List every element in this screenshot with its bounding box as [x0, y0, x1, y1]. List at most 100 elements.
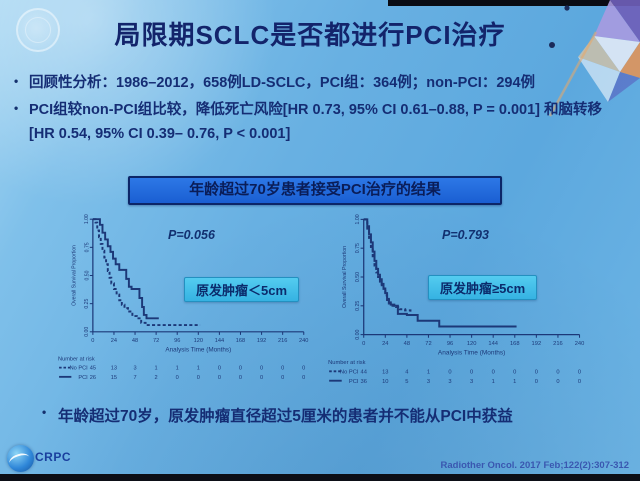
svg-text:0: 0 — [362, 341, 365, 347]
svg-text:0.75: 0.75 — [355, 243, 361, 253]
svg-text:0: 0 — [302, 366, 305, 372]
svg-text:0: 0 — [218, 375, 221, 381]
section-banner: 年龄超过70岁患者接受PCI治疗的结果 — [128, 176, 502, 205]
svg-text:0.50: 0.50 — [84, 270, 90, 280]
svg-text:96: 96 — [174, 338, 180, 344]
svg-text:0: 0 — [535, 369, 538, 375]
svg-text:0: 0 — [176, 375, 179, 381]
polygon-decoration — [548, 0, 640, 117]
svg-text:168: 168 — [236, 338, 245, 344]
svg-text:48: 48 — [132, 338, 138, 344]
svg-text:44: 44 — [361, 369, 368, 375]
p-value-left: P=0.056 — [168, 228, 215, 242]
svg-text:5: 5 — [405, 379, 408, 385]
svg-text:13: 13 — [382, 369, 388, 375]
svg-text:216: 216 — [278, 338, 287, 344]
svg-text:0: 0 — [302, 375, 305, 381]
svg-text:0: 0 — [91, 338, 94, 344]
svg-text:24: 24 — [111, 338, 117, 344]
svg-text:4: 4 — [405, 369, 409, 375]
svg-text:0: 0 — [281, 366, 284, 372]
bullet-item-1: 回顾性分析：1986–2012，658例LD-SCLC，PCI组：364例；no… — [12, 71, 608, 96]
svg-text:Number at risk: Number at risk — [58, 356, 95, 362]
svg-text:Analysis Time (Months): Analysis Time (Months) — [165, 346, 231, 353]
svg-text:0.00: 0.00 — [84, 327, 90, 337]
svg-text:No PCI: No PCI — [70, 366, 89, 372]
svg-text:3: 3 — [470, 379, 473, 385]
svg-text:240: 240 — [299, 338, 308, 344]
svg-text:1: 1 — [197, 366, 200, 372]
svg-text:120: 120 — [467, 341, 477, 347]
svg-text:45: 45 — [90, 366, 96, 372]
bullet-list: 回顾性分析：1986–2012，658例LD-SCLC，PCI组：364例；no… — [12, 71, 608, 149]
svg-text:0: 0 — [260, 366, 263, 372]
svg-text:0.00: 0.00 — [355, 329, 361, 339]
svg-text:0: 0 — [513, 369, 516, 375]
svg-text:1: 1 — [513, 379, 516, 385]
svg-text:7: 7 — [133, 375, 136, 381]
svg-text:120: 120 — [194, 338, 203, 344]
crpc-globe-icon — [7, 445, 34, 472]
svg-text:0: 0 — [448, 369, 451, 375]
svg-text:0: 0 — [218, 366, 221, 372]
svg-text:3: 3 — [448, 379, 451, 385]
km-chart-right-svg: 0 24 48 72 96 120 144 168 192 216 2400.000.250.500… — [328, 214, 585, 385]
svg-text:144: 144 — [215, 338, 224, 344]
km-chart-left-svg: 0 24 48 72 96 120 144 168 192 216 2400.000.250.500… — [58, 214, 308, 381]
seal-logo-icon — [16, 8, 60, 52]
svg-text:216: 216 — [553, 341, 563, 347]
svg-text:0: 0 — [556, 369, 559, 375]
slide-title: 局限期SCLC是否都进行PCI治疗 — [114, 20, 506, 50]
svg-text:Number at risk: Number at risk — [328, 360, 366, 366]
svg-text:72: 72 — [425, 341, 431, 347]
p-value-right: P=0.793 — [442, 228, 489, 242]
svg-text:10: 10 — [382, 379, 388, 385]
svg-text:0: 0 — [535, 379, 538, 385]
svg-text:2: 2 — [155, 375, 158, 381]
svg-text:0: 0 — [281, 375, 284, 381]
crpc-logo-text: CRPC — [35, 450, 72, 464]
svg-text:Overall Survival Proportion: Overall Survival Proportion — [71, 245, 77, 306]
svg-text:0: 0 — [492, 369, 495, 375]
svg-text:96: 96 — [447, 341, 453, 347]
svg-text:168: 168 — [510, 341, 520, 347]
svg-text:0: 0 — [578, 379, 581, 385]
svg-text:Analysis Time (Months): Analysis Time (Months) — [438, 350, 505, 357]
svg-text:0.75: 0.75 — [84, 242, 90, 252]
reference-citation: Radiother Oncol. 2017 Feb;122(2):307-312 — [440, 460, 630, 471]
photo-top-edge — [388, 0, 640, 6]
svg-text:0.25: 0.25 — [355, 301, 361, 311]
bullet-item-2: PCI组较non-PCI组比较，降低死亡风险[HR 0.73, 95% CI 0… — [12, 98, 608, 147]
svg-text:PCI: PCI — [78, 375, 88, 381]
svg-text:1: 1 — [155, 366, 158, 372]
svg-text:Overall Survival Proportion: Overall Survival Proportion — [342, 246, 348, 308]
svg-text:3: 3 — [427, 379, 430, 385]
svg-text:192: 192 — [532, 341, 542, 347]
svg-text:24: 24 — [382, 341, 389, 347]
svg-text:192: 192 — [257, 338, 266, 344]
svg-text:26: 26 — [90, 375, 96, 381]
svg-text:0: 0 — [556, 379, 559, 385]
svg-text:1: 1 — [427, 369, 430, 375]
km-chart-tumor-lt5cm: 0 24 48 72 96 120 144 168 192 216 240 0.00 0.25 0.50 0… — [56, 211, 314, 390]
svg-text:0: 0 — [197, 375, 200, 381]
svg-text:No PCI: No PCI — [340, 369, 359, 375]
svg-text:15: 15 — [111, 375, 117, 381]
crpc-logo: CRPC — [7, 445, 71, 472]
svg-text:3: 3 — [133, 366, 136, 372]
svg-text:48: 48 — [404, 341, 410, 347]
photo-bottom-edge — [0, 474, 640, 481]
svg-text:1.00: 1.00 — [84, 214, 90, 224]
svg-text:0: 0 — [239, 375, 242, 381]
svg-text:1.00: 1.00 — [355, 214, 361, 224]
svg-text:0: 0 — [578, 369, 581, 375]
svg-text:13: 13 — [111, 366, 117, 372]
tumor-size-label-right: 原发肿瘤≥5cm — [428, 275, 538, 300]
svg-text:PCI: PCI — [349, 379, 359, 385]
svg-text:1: 1 — [492, 379, 495, 385]
svg-text:240: 240 — [575, 341, 585, 347]
conclusion-bullet: 年龄超过70岁，原发肿瘤直径超过5厘米的患者并不能从PCI中获益 — [42, 404, 616, 426]
svg-text:0: 0 — [239, 366, 242, 372]
svg-text:0.25: 0.25 — [84, 299, 90, 309]
